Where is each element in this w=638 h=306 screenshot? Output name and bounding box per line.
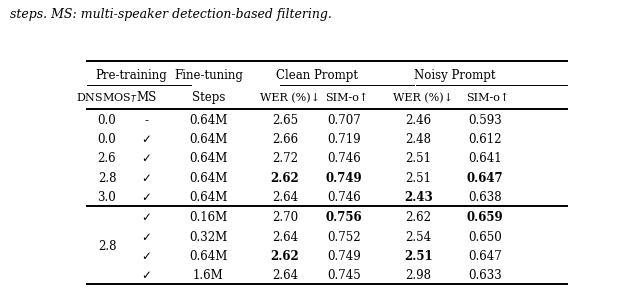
Text: 1.6M: 1.6M [193, 269, 224, 282]
Text: 2.98: 2.98 [405, 269, 431, 282]
Text: steps. MS: multi-speaker detection-based filtering.: steps. MS: multi-speaker detection-based… [10, 8, 332, 21]
Text: ✓: ✓ [142, 269, 151, 282]
Text: Noisy Prompt: Noisy Prompt [413, 69, 495, 82]
Text: WER (%)↓: WER (%)↓ [260, 93, 320, 103]
Text: 2.62: 2.62 [271, 250, 299, 263]
Text: ✓: ✓ [142, 191, 151, 204]
Text: Fine-tuning: Fine-tuning [174, 69, 242, 82]
Text: Pre-training: Pre-training [96, 69, 168, 82]
Text: 0.32M: 0.32M [189, 230, 227, 244]
Text: 0.647: 0.647 [468, 250, 502, 263]
Text: 2.70: 2.70 [272, 211, 298, 224]
Text: 0.746: 0.746 [327, 191, 361, 204]
Text: -: - [144, 114, 149, 127]
Text: 0.745: 0.745 [327, 269, 361, 282]
Text: 0.647: 0.647 [467, 172, 503, 185]
Text: ✓: ✓ [142, 230, 151, 244]
Text: 0.64M: 0.64M [189, 250, 228, 263]
Text: 2.72: 2.72 [272, 152, 298, 165]
Text: 0.659: 0.659 [467, 211, 503, 224]
Text: 0.64M: 0.64M [189, 152, 228, 165]
Text: MS: MS [137, 91, 156, 104]
Text: 2.66: 2.66 [272, 133, 298, 146]
Text: 0.593: 0.593 [468, 114, 502, 127]
Text: 0.638: 0.638 [468, 191, 502, 204]
Text: 2.64: 2.64 [272, 269, 298, 282]
Text: 0.0: 0.0 [98, 133, 116, 146]
Text: 2.8: 2.8 [98, 172, 116, 185]
Text: 2.43: 2.43 [404, 191, 433, 204]
Text: 2.8: 2.8 [98, 240, 116, 253]
Text: 0.64M: 0.64M [189, 172, 228, 185]
Text: 0.612: 0.612 [468, 133, 502, 146]
Text: ✓: ✓ [142, 172, 151, 185]
Text: 2.62: 2.62 [271, 172, 299, 185]
Text: 0.0: 0.0 [98, 114, 116, 127]
Text: 2.62: 2.62 [405, 211, 431, 224]
Text: SIM-o↑: SIM-o↑ [325, 93, 368, 103]
Text: Clean Prompt: Clean Prompt [276, 69, 358, 82]
Text: 0.752: 0.752 [327, 230, 361, 244]
Text: 3.0: 3.0 [98, 191, 116, 204]
Text: 2.6: 2.6 [98, 152, 116, 165]
Text: 0.719: 0.719 [327, 133, 361, 146]
Text: 2.46: 2.46 [405, 114, 431, 127]
Text: 2.65: 2.65 [272, 114, 298, 127]
Text: 0.633: 0.633 [468, 269, 502, 282]
Text: 2.51: 2.51 [405, 152, 431, 165]
Text: 2.48: 2.48 [405, 133, 431, 146]
Text: 0.707: 0.707 [327, 114, 361, 127]
Text: ✓: ✓ [142, 211, 151, 224]
Text: 0.64M: 0.64M [189, 133, 228, 146]
Text: 0.756: 0.756 [326, 211, 362, 224]
Text: 0.16M: 0.16M [189, 211, 227, 224]
Text: ✓: ✓ [142, 152, 151, 165]
Text: 2.51: 2.51 [405, 172, 431, 185]
Text: DNSMOS$_T$: DNSMOS$_T$ [76, 91, 138, 105]
Text: 0.641: 0.641 [468, 152, 502, 165]
Text: 2.54: 2.54 [405, 230, 431, 244]
Text: ✓: ✓ [142, 250, 151, 263]
Text: 2.64: 2.64 [272, 230, 298, 244]
Text: 0.746: 0.746 [327, 152, 361, 165]
Text: 0.64M: 0.64M [189, 114, 228, 127]
Text: 0.749: 0.749 [327, 250, 361, 263]
Text: 0.64M: 0.64M [189, 191, 228, 204]
Text: 2.64: 2.64 [272, 191, 298, 204]
Text: ✓: ✓ [142, 133, 151, 146]
Text: 2.51: 2.51 [404, 250, 433, 263]
Text: Steps: Steps [191, 91, 225, 104]
Text: SIM-o↑: SIM-o↑ [466, 93, 509, 103]
Text: 0.749: 0.749 [326, 172, 362, 185]
Text: 0.650: 0.650 [468, 230, 502, 244]
Text: WER (%)↓: WER (%)↓ [394, 93, 454, 103]
